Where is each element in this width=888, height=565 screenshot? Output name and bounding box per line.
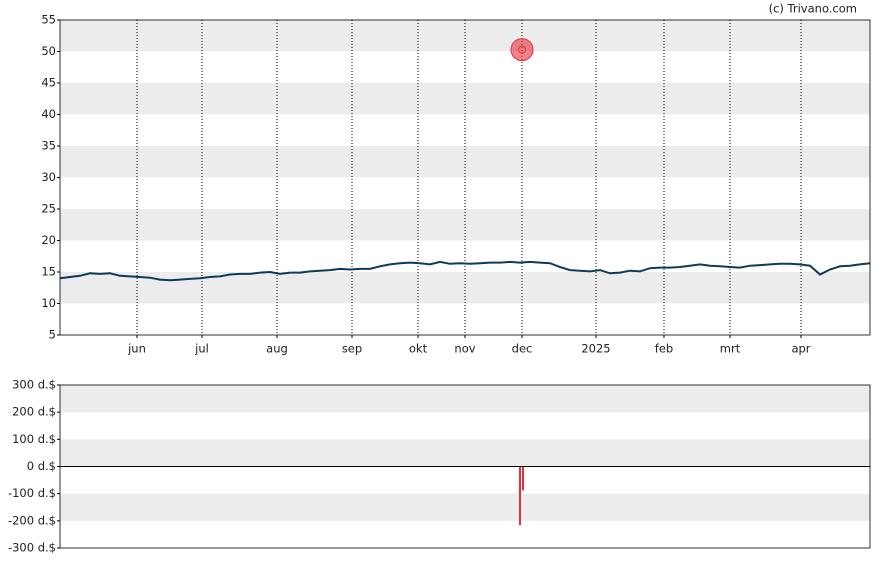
grid-band [60, 385, 870, 413]
grid-band [60, 493, 870, 521]
y-tick-label: 10 [41, 296, 56, 310]
source-label: (c) Trivano.com [769, 2, 857, 16]
trade-marker-dot [518, 45, 526, 54]
y-tick-label: 300 d.$ [12, 378, 56, 392]
plot-frame [59, 19, 871, 336]
x-tick-label: nov [454, 342, 475, 356]
x-tick-label: jun [127, 342, 146, 356]
x-tick-label: aug [266, 342, 288, 356]
y-tick-label: -300 d.$ [8, 541, 56, 555]
x-tick-label: feb [655, 342, 673, 356]
x-tick-label: sep [342, 342, 362, 356]
y-tick-label: 0 d.$ [27, 459, 56, 473]
x-tick-label: 2025 [581, 342, 610, 356]
x-tick-label: dec [512, 342, 533, 356]
grid-band [60, 439, 870, 467]
trade-marker [510, 38, 534, 62]
y-tick-label: 20 [41, 233, 56, 247]
y-tick-label: 5 [49, 328, 56, 342]
y-tick-label: 25 [41, 202, 56, 216]
y-tick-label: 200 d.$ [12, 405, 56, 419]
plot-frame [59, 384, 871, 549]
y-tick-label: 45 [41, 76, 56, 90]
y-tick-label: -100 d.$ [8, 486, 56, 500]
y-tick-label: -200 d.$ [8, 513, 56, 527]
price-line [59, 260, 871, 282]
y-tick-label: 100 d.$ [12, 432, 56, 446]
y-tick-label: 30 [41, 170, 56, 184]
y-tick-label: 55 [41, 13, 56, 27]
y-tick-label: 35 [41, 139, 56, 153]
x-tick-label: okt [409, 342, 428, 356]
x-tick-label: mrt [720, 342, 741, 356]
y-tick-label: 50 [41, 44, 56, 58]
y-tick-label: 40 [41, 107, 56, 121]
y-tick-label: 15 [41, 265, 56, 279]
x-tick-label: apr [791, 342, 810, 356]
x-tick-label: jul [194, 342, 209, 356]
